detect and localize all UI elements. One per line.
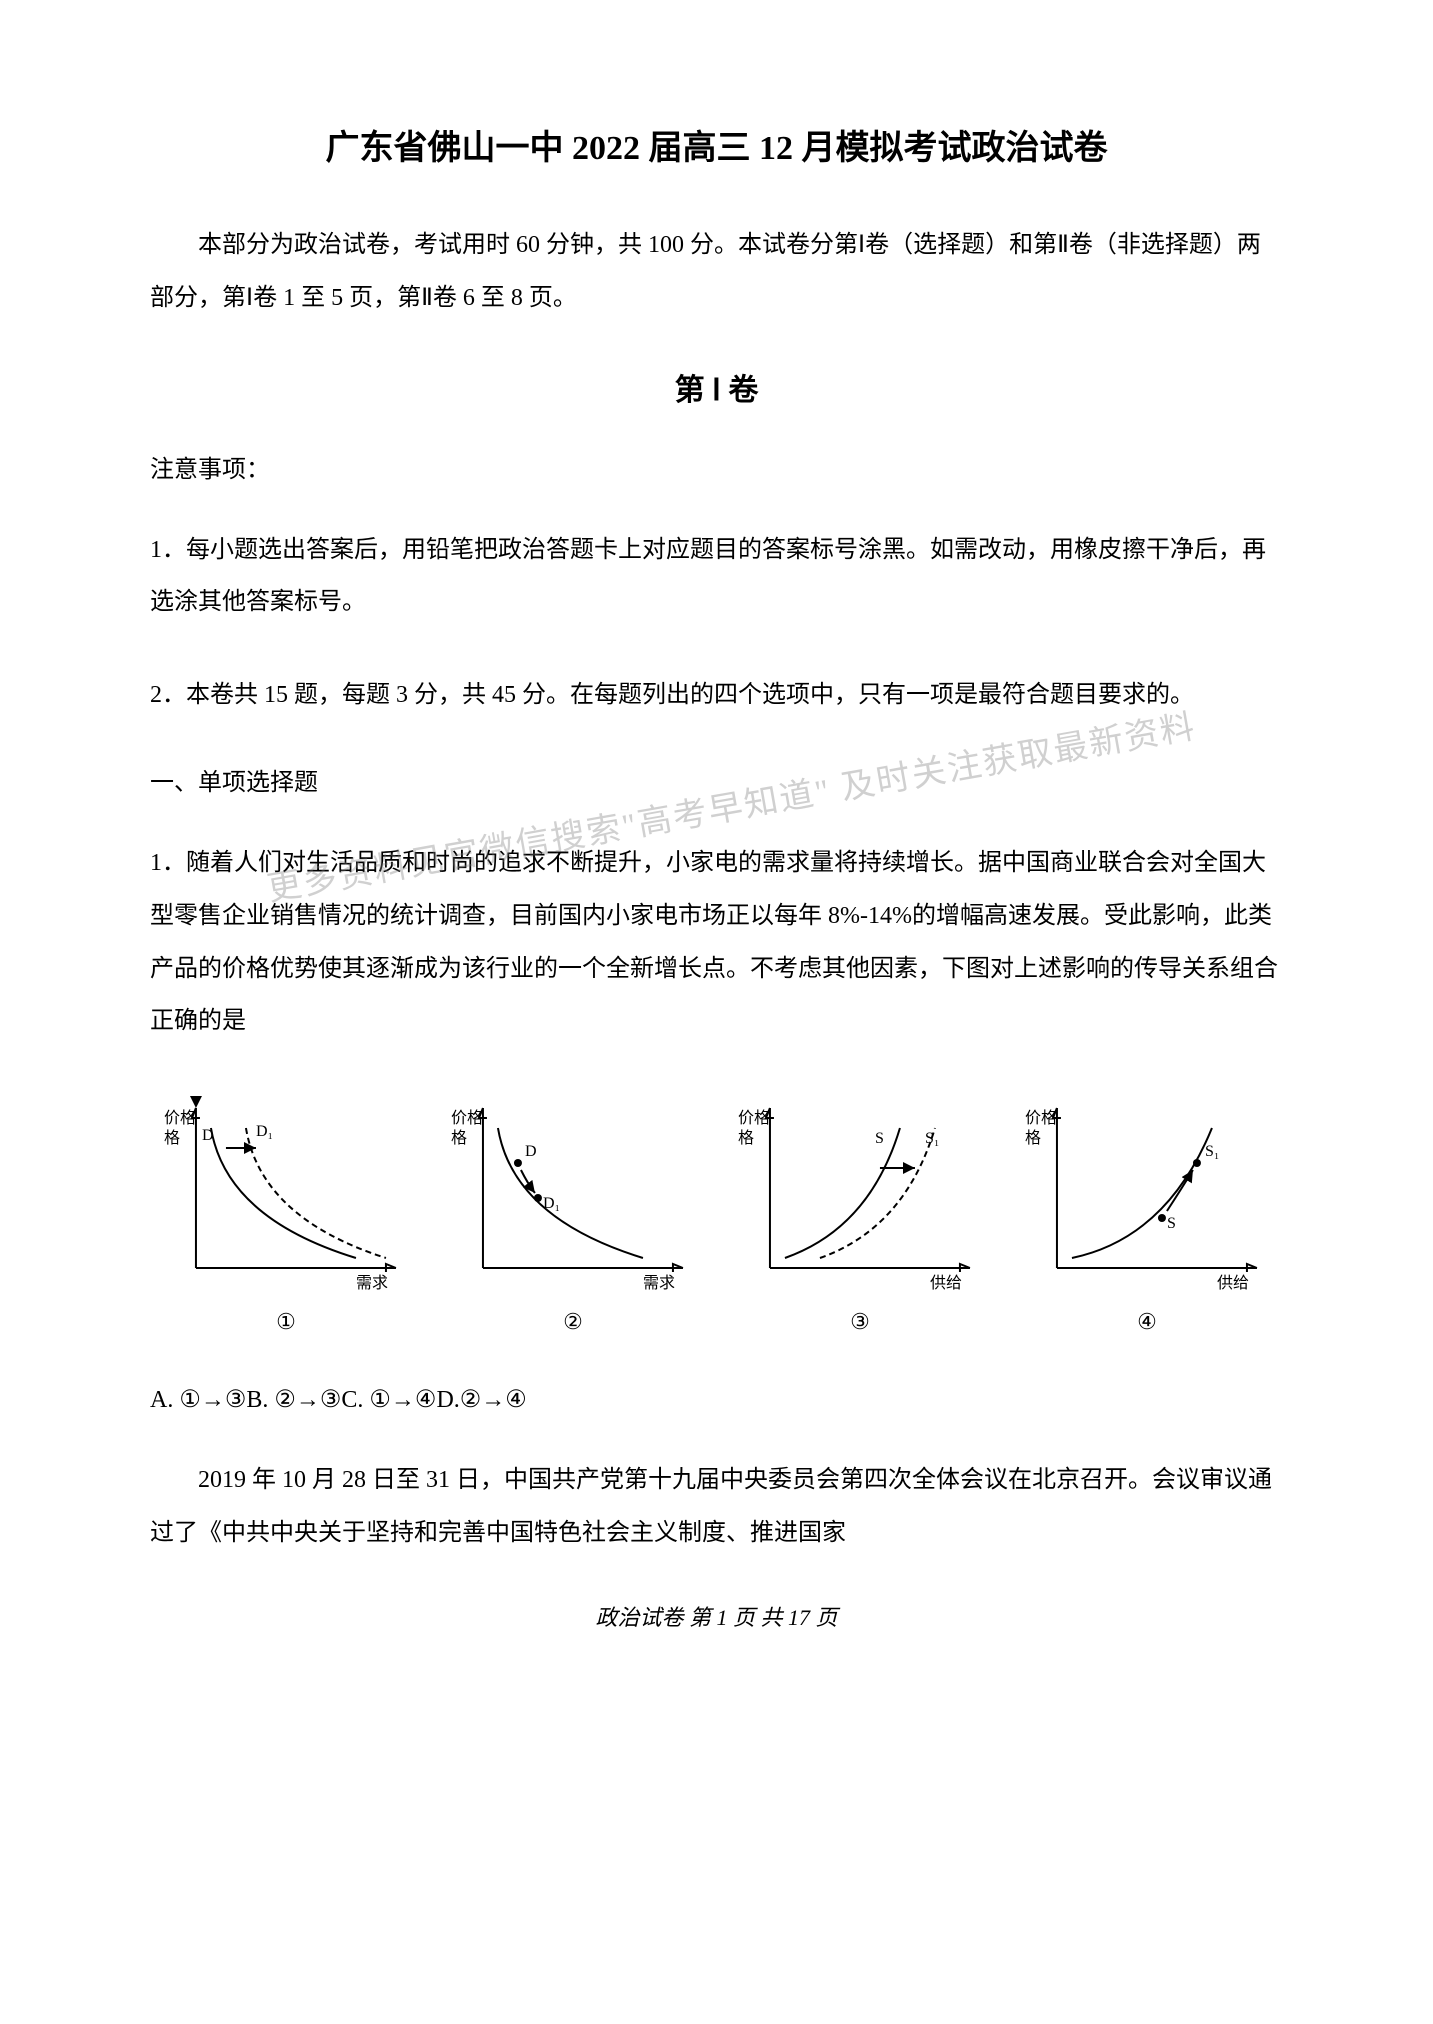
chart-1-label-d1: D₁ xyxy=(256,1123,273,1140)
chart-3-number: ③ xyxy=(724,1309,996,1335)
page-title: 广东省佛山一中 2022 届高三 12 月模拟考试政治试卷 xyxy=(150,120,1283,169)
chart-4-label-s: S xyxy=(1167,1215,1176,1232)
page-footer: 政治试卷 第 1 页 共 17 页 xyxy=(150,1600,1283,1632)
chart-3: 价格 格 供给 S S₁ ③ xyxy=(724,1088,996,1335)
chart-3-label-s1: S₁ xyxy=(925,1130,939,1147)
chart-2: 价格 格 需求 D D₁ ② xyxy=(437,1088,709,1335)
chart-3-svg: 价格 格 供给 S S₁ xyxy=(724,1088,996,1298)
chart-2-svg: 价格 格 需求 D D₁ xyxy=(437,1088,709,1298)
chart-4-label-s1: S₁ xyxy=(1205,1143,1219,1160)
notice-item-2: 2．本卷共 15 题，每题 3 分，共 45 分。在每题列出的四个选项中，只有一… xyxy=(150,669,1283,722)
y-axis-label-2: 格 xyxy=(451,1129,467,1147)
chart-2-label-d1: D₁ xyxy=(543,1195,560,1212)
category-heading: 一、单项选择题 xyxy=(150,762,1283,797)
chart-3-x-label: 供给 xyxy=(930,1274,962,1292)
chart-2-number: ② xyxy=(437,1309,709,1335)
question-1-options: A. ①→③B. ②→③C. ①→④D.②→④ xyxy=(150,1385,1283,1414)
charts-container: 价格 格 需求 D D₁ ① 价格 格 需 xyxy=(150,1088,1283,1335)
chart-4-number: ④ xyxy=(1011,1309,1283,1335)
intro-paragraph: 本部分为政治试卷，考试用时 60 分钟，共 100 分。本试卷分第Ⅰ卷（选择题）… xyxy=(150,219,1283,325)
chart-1-label-d: D xyxy=(202,1127,214,1144)
y-axis-label-2: 格 xyxy=(1025,1129,1041,1147)
y-axis-label: 价格 xyxy=(1025,1109,1057,1127)
y-axis-label: 价格 xyxy=(164,1109,196,1127)
chart-4-x-label: 供给 xyxy=(1217,1274,1249,1292)
chart-2-x-label: 需求 xyxy=(643,1274,675,1292)
y-axis-label-2: 格 xyxy=(164,1129,180,1147)
chart-3-label-s: S xyxy=(875,1130,884,1147)
chart-4: 价格 格 供给 S S₁ ④ xyxy=(1011,1088,1283,1335)
chart-1-number: ① xyxy=(150,1309,422,1335)
chart-1-svg: 价格 格 需求 D D₁ xyxy=(150,1088,422,1298)
chart-1-x-label: 需求 xyxy=(356,1274,388,1292)
question-2-intro: 2019 年 10 月 28 日至 31 日，中国共产党第十九届中央委员会第四次… xyxy=(150,1454,1283,1560)
y-axis-label: 价格 xyxy=(738,1109,770,1127)
notice-heading: 注意事项： xyxy=(150,449,1283,484)
chart-4-svg: 价格 格 供给 S S₁ xyxy=(1011,1088,1283,1298)
section-title: 第 Ⅰ 卷 xyxy=(150,365,1283,409)
chart-1: 价格 格 需求 D D₁ ① xyxy=(150,1088,422,1335)
y-axis-label: 价格 xyxy=(451,1109,483,1127)
y-axis-label-2: 格 xyxy=(738,1129,754,1147)
notice-item-1: 1．每小题选出答案后，用铅笔把政治答题卡上对应题目的答案标号涂黑。如需改动，用橡… xyxy=(150,524,1283,630)
chart-2-label-d: D xyxy=(525,1143,537,1160)
question-1-text: 1．随着人们对生活品质和时尚的追求不断提升，小家电的需求量将持续增长。据中国商业… xyxy=(150,837,1283,1048)
